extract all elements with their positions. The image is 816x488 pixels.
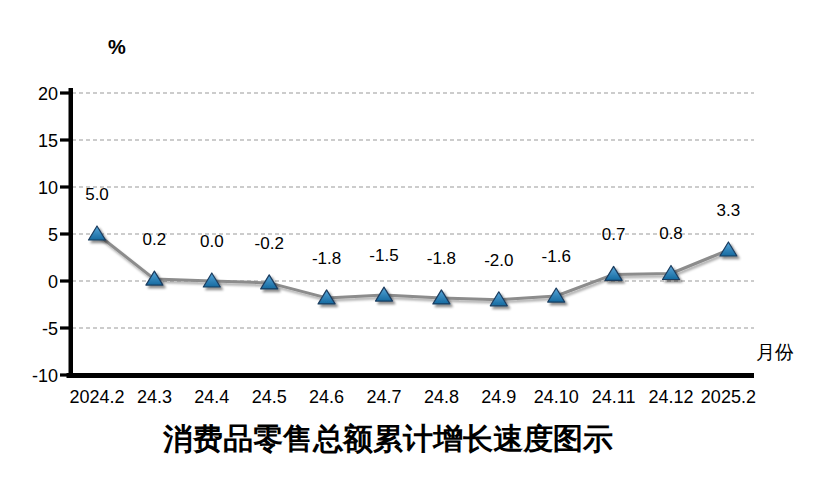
data-label: -0.2: [255, 234, 284, 253]
x-tick-label: 24.5: [252, 387, 287, 407]
data-label: -1.8: [427, 249, 456, 268]
data-label: -1.6: [542, 247, 571, 266]
y-tick-label: 15: [38, 131, 58, 151]
data-label: 0.7: [602, 225, 626, 244]
data-label: 0.0: [200, 232, 224, 251]
data-label: 5.0: [85, 185, 109, 204]
data-point-marker: [89, 226, 106, 240]
data-point-marker: [720, 242, 737, 256]
y-tick-label: 10: [38, 178, 58, 198]
x-tick-label: 24.4: [194, 387, 229, 407]
x-axis-unit-label: 月份: [756, 340, 794, 366]
chart-title: 消费品零售总额累计增长速度图示: [0, 419, 776, 460]
y-axis-line: [69, 88, 74, 378]
x-tick-label: 24.9: [481, 387, 516, 407]
data-label: 0.2: [143, 230, 167, 249]
x-tick-label: 24.10: [534, 387, 579, 407]
x-tick-label: 24.11: [592, 387, 636, 407]
y-tick-label: 0: [48, 272, 58, 292]
y-axis-tick: [60, 279, 69, 282]
y-axis-unit-label: %: [108, 36, 126, 59]
data-label: -2.0: [484, 251, 513, 270]
series-line: [97, 234, 728, 300]
x-tick-label: 24.8: [424, 387, 459, 407]
data-label: -1.8: [312, 249, 341, 268]
x-tick-label: 2025.2: [701, 387, 756, 407]
y-axis-tick: [60, 232, 69, 235]
x-tick-label: 24.3: [137, 387, 172, 407]
data-label: -1.5: [369, 246, 398, 265]
y-axis-tick: [60, 326, 69, 329]
chart-container: 20 15 10 5 0 -5 -10 5.0 0.2 0.0 -0.2 -1.8 -1.5 -1.8 -2…: [0, 0, 816, 488]
y-axis-tick: [60, 185, 69, 188]
data-label: 3.3: [717, 201, 741, 220]
y-tick-label: 5: [48, 225, 58, 245]
y-tick-label: 20: [38, 84, 58, 104]
x-tick-label: 24.7: [366, 387, 401, 407]
data-label: 0.8: [659, 224, 683, 243]
y-axis-tick: [60, 91, 69, 94]
y-tick-label: -10: [32, 366, 58, 386]
x-tick-label: 24.12: [648, 387, 693, 407]
x-axis-line: [67, 373, 755, 378]
y-axis-tick: [60, 138, 69, 141]
y-tick-label: -5: [42, 319, 58, 339]
x-tick-label: 24.6: [309, 387, 344, 407]
line-chart-plot: 20 15 10 5 0 -5 -10 5.0 0.2 0.0 -0.2 -1.8 -1.5 -1.8 -2…: [0, 0, 816, 488]
x-tick-label: 2024.2: [69, 387, 124, 407]
